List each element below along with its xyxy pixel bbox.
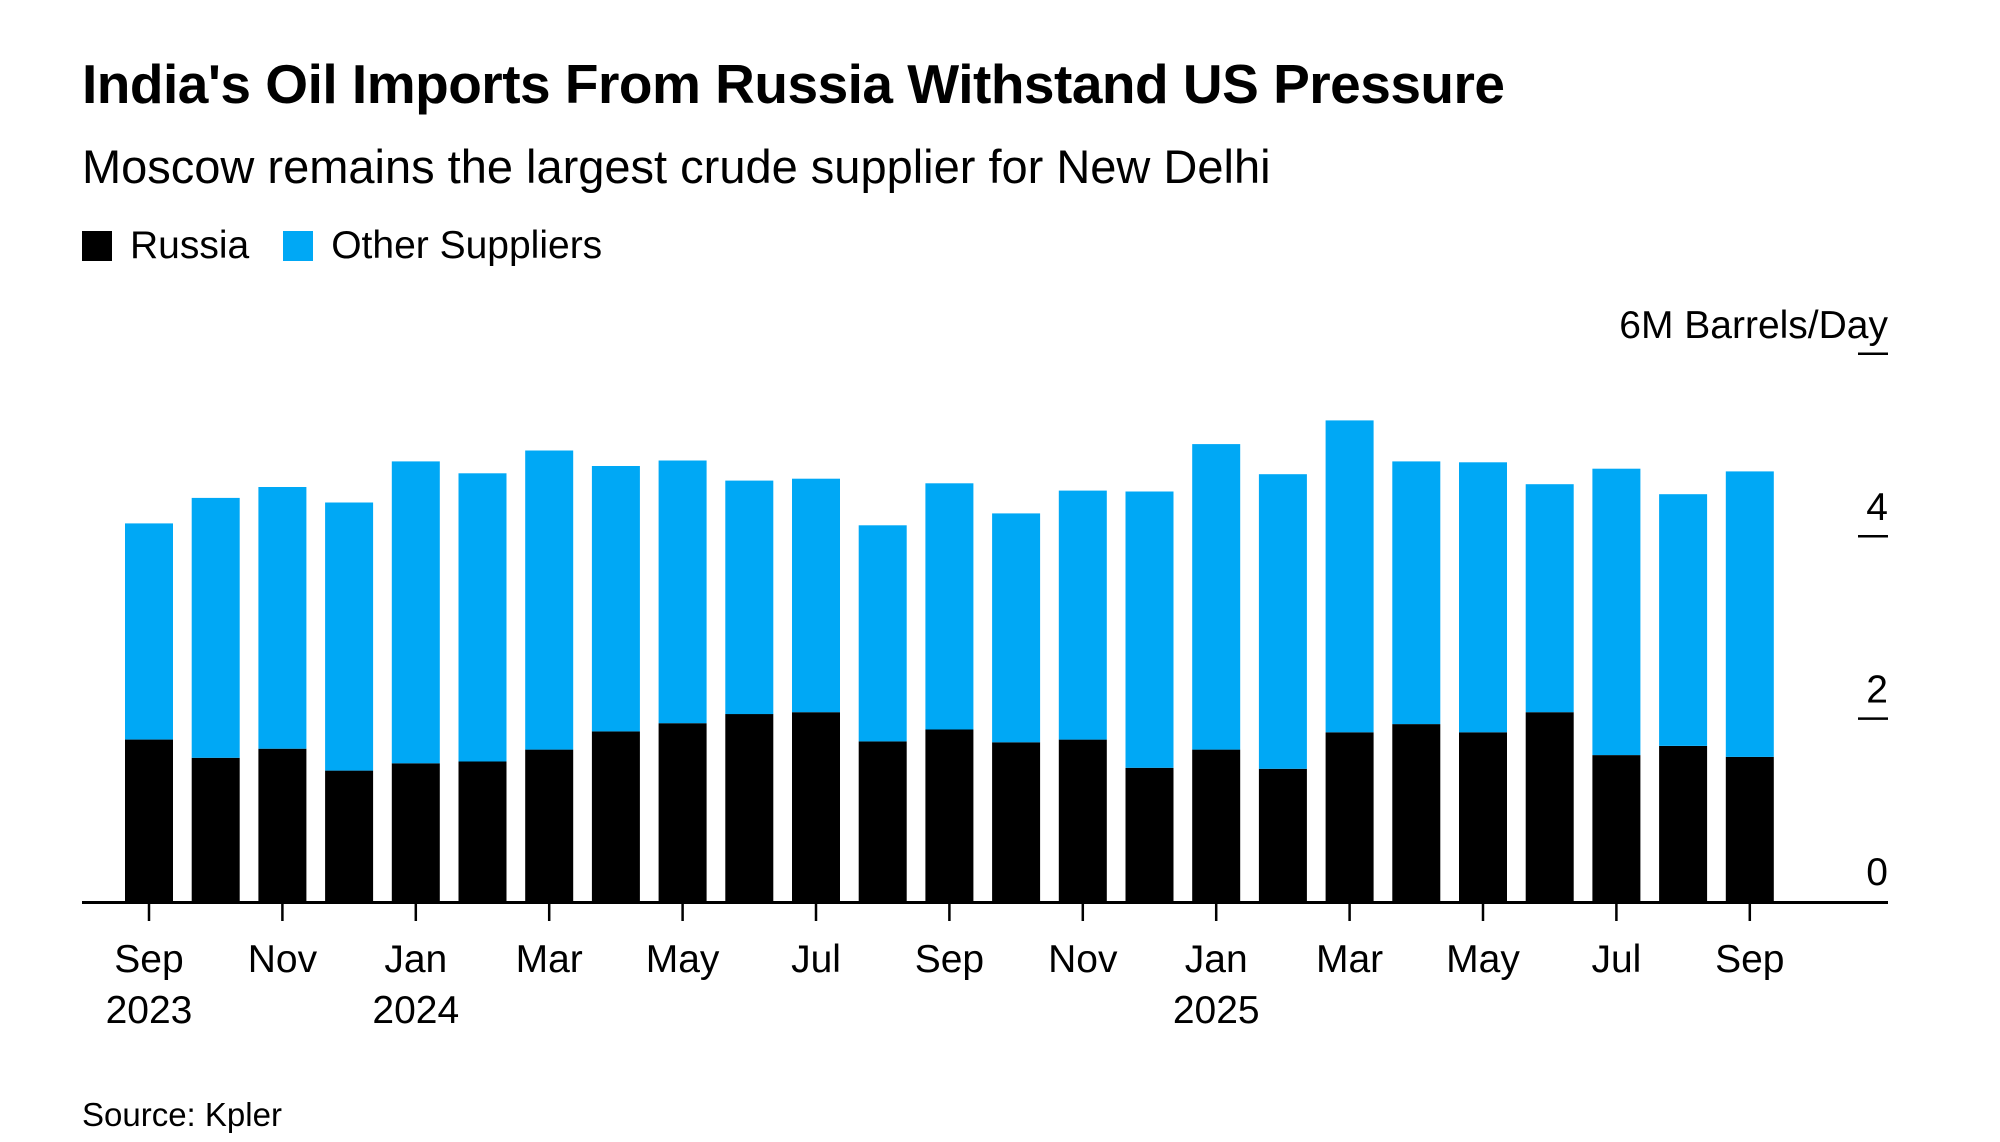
- bar-russia: [525, 749, 574, 901]
- x-tick-label: Sep: [915, 938, 984, 981]
- bar-russia: [1125, 767, 1174, 901]
- bar-other-suppliers: [591, 466, 640, 732]
- chart-subtitle: Moscow remains the largest crude supplie…: [82, 140, 1271, 193]
- bar-russia: [1058, 739, 1107, 901]
- legend-swatch-russia: [82, 231, 112, 261]
- bar-other-suppliers: [1459, 462, 1507, 733]
- bar-russia: [1258, 768, 1307, 901]
- bar-other-suppliers: [1725, 471, 1774, 757]
- bar-russia: [325, 770, 374, 901]
- legend-label-other-suppliers: Other Suppliers: [331, 224, 603, 267]
- bar-russia: [591, 731, 640, 901]
- bar-russia: [258, 748, 307, 901]
- y-tick-label: 6M Barrels/Day: [1619, 304, 1888, 347]
- legend-item-russia: Russia: [82, 224, 249, 268]
- x-tick-label: Jul: [791, 938, 841, 981]
- bar-other-suppliers: [391, 461, 440, 764]
- x-tick-label: Jul: [1591, 938, 1641, 981]
- bar-russia: [458, 761, 507, 901]
- bar-other-suppliers: [1592, 468, 1641, 756]
- bar-other-suppliers: [658, 460, 707, 724]
- bar-russia: [992, 742, 1041, 901]
- bar-other-suppliers: [458, 473, 507, 762]
- bar-russia: [725, 714, 774, 901]
- bar-russia: [1525, 712, 1574, 901]
- legend: Russia Other Suppliers: [82, 224, 636, 268]
- bar-other-suppliers: [725, 480, 774, 715]
- x-tick-label: Sep: [114, 938, 183, 981]
- bar-russia: [1592, 755, 1641, 901]
- bar-russia: [792, 712, 840, 901]
- bar-russia: [1659, 746, 1708, 901]
- bar-other-suppliers: [1325, 420, 1374, 733]
- bar-other-suppliers: [525, 450, 574, 750]
- bar-russia: [391, 763, 440, 901]
- legend-label-russia: Russia: [130, 224, 250, 267]
- bar-russia: [658, 723, 707, 901]
- bar-other-suppliers: [191, 497, 240, 758]
- bar-other-suppliers: [1659, 494, 1708, 746]
- y-tick-label: 4: [1866, 486, 1888, 529]
- bar-russia: [191, 757, 240, 901]
- source-note: Source: Kpler: [82, 1096, 282, 1133]
- bar-other-suppliers: [258, 487, 307, 749]
- bar-other-suppliers: [1192, 444, 1241, 750]
- bar-other-suppliers: [125, 523, 173, 740]
- x-tick-label: Mar: [516, 938, 583, 981]
- y-tick-label: 2: [1866, 669, 1888, 712]
- x-tick-label: Nov: [1048, 938, 1118, 981]
- y-tick-label: 0: [1866, 851, 1888, 894]
- bar-other-suppliers: [792, 478, 840, 713]
- bar-other-suppliers: [858, 525, 907, 742]
- x-tick-label: Jan: [384, 938, 447, 981]
- legend-swatch-other-suppliers: [283, 231, 314, 261]
- x-tick-label: May: [646, 938, 720, 981]
- x-tick-label: Sep: [1715, 938, 1784, 981]
- x-tick-year-label: 2023: [106, 989, 193, 1032]
- bar-other-suppliers: [1125, 491, 1174, 768]
- x-tick-label: May: [1446, 938, 1520, 981]
- bar-other-suppliers: [992, 513, 1041, 743]
- bar-russia: [1192, 749, 1241, 901]
- x-tick-label: Mar: [1316, 938, 1383, 981]
- bar-other-suppliers: [1058, 490, 1107, 740]
- bar-russia: [925, 729, 974, 901]
- bar-other-suppliers: [1392, 461, 1441, 725]
- x-tick-label: Jan: [1185, 938, 1248, 981]
- legend-item-other-suppliers: Other Suppliers: [283, 224, 602, 268]
- bar-russia: [125, 739, 173, 901]
- bar-russia: [858, 741, 907, 901]
- x-tick-year-label: 2024: [372, 989, 459, 1032]
- x-tick-label: Nov: [248, 938, 318, 981]
- chart-title: India's Oil Imports From Russia Withstan…: [82, 53, 1505, 115]
- bar-russia: [1325, 732, 1374, 901]
- bar-other-suppliers: [1525, 484, 1574, 713]
- bar-other-suppliers: [325, 502, 374, 771]
- bar-other-suppliers: [925, 483, 974, 730]
- bar-other-suppliers: [1258, 474, 1307, 769]
- bar-russia: [1725, 756, 1774, 901]
- bar-russia: [1459, 732, 1507, 901]
- x-tick-year-label: 2025: [1173, 989, 1260, 1032]
- bar-russia: [1392, 724, 1441, 901]
